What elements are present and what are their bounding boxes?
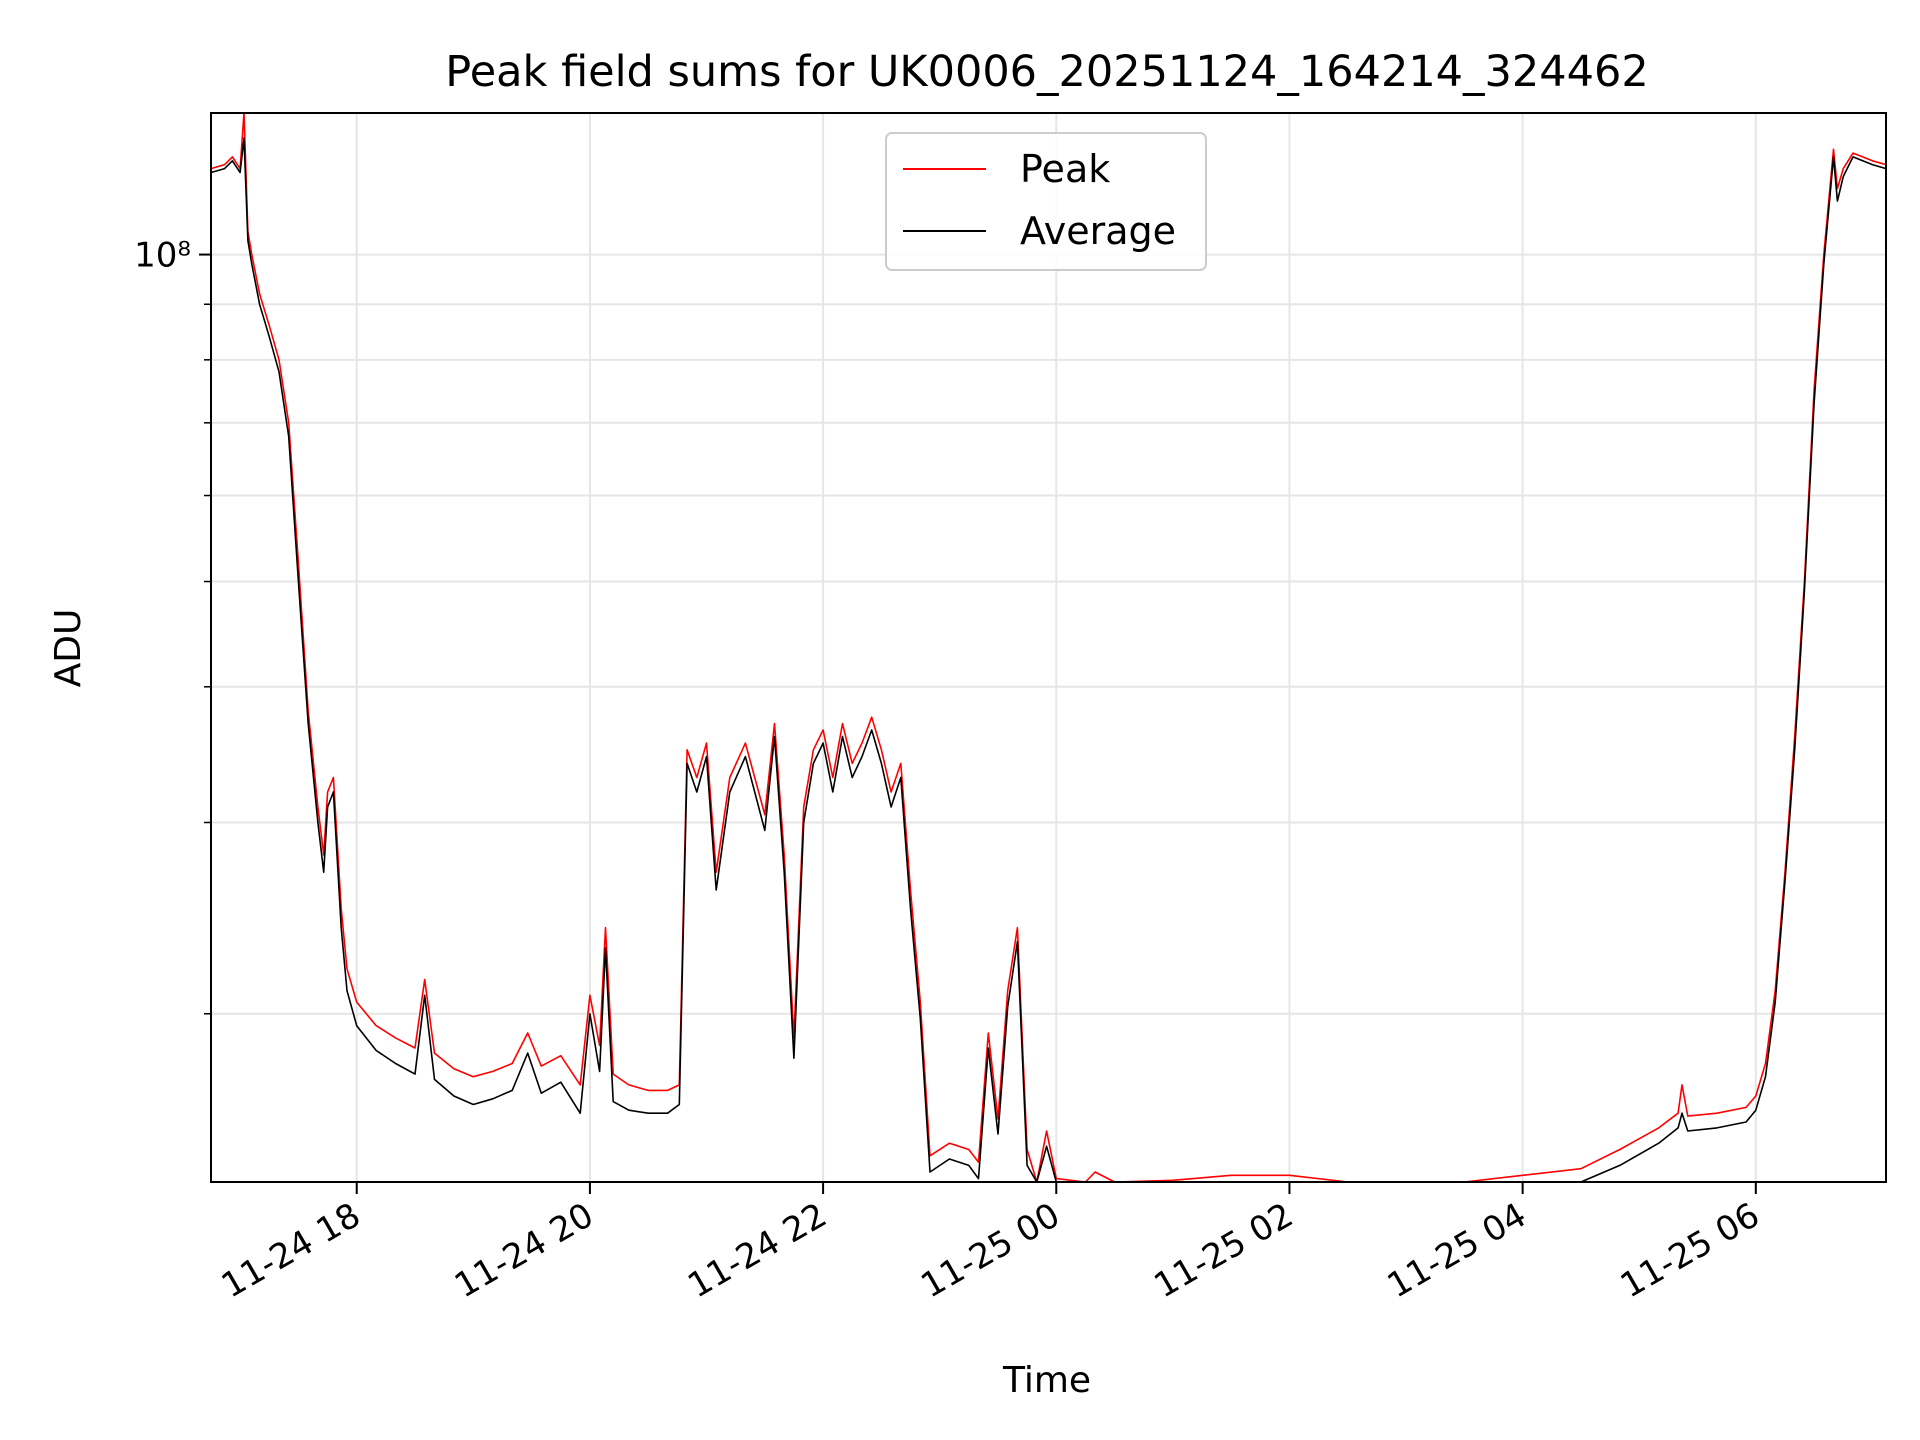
grid: [211, 113, 1886, 1182]
plot-frame: [210, 112, 1887, 1183]
chart-title: Peak field sums for UK0006_20251124_1642…: [445, 47, 1648, 97]
y-axis-label: ADU: [48, 609, 89, 688]
y-axis: 10⁸: [134, 236, 211, 1015]
series-line-peak: [210, 112, 1887, 1183]
x-axis-label: Time: [1002, 1360, 1091, 1401]
legend: Peak Average: [885, 132, 1207, 271]
series-layer: [210, 112, 1887, 1183]
legend-label-peak: Peak: [1020, 147, 1110, 191]
legend-box: [885, 132, 1207, 271]
legend-label-average: Average: [1020, 209, 1176, 253]
series-line-average: [210, 137, 1887, 1183]
y-tick-label: 10⁸: [134, 236, 191, 276]
